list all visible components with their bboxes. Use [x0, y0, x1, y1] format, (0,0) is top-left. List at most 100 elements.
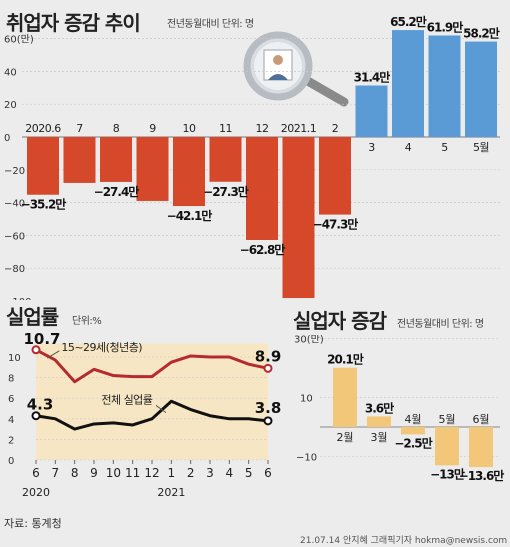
- data-label: −13.6만: [459, 468, 505, 483]
- x-tick-label: 2: [332, 122, 339, 135]
- bar: [435, 427, 459, 466]
- x-tick-label: 9: [149, 122, 156, 135]
- y-tick-label: −40: [4, 199, 25, 210]
- data-label: −13만: [430, 466, 465, 481]
- x-tick-label: 3: [368, 141, 375, 154]
- x-tick-label: 5월: [438, 413, 455, 426]
- year-label: 2021: [157, 486, 185, 499]
- x-tick-label: 3: [206, 466, 214, 480]
- x-tick-label: 3월: [370, 431, 387, 444]
- y-tick-label: 60(만): [4, 34, 34, 46]
- bar: [428, 35, 461, 137]
- data-label: 3.6만: [365, 400, 394, 415]
- series-point: [263, 416, 273, 426]
- bar: [355, 85, 388, 137]
- x-tick-label: 2월: [336, 431, 353, 444]
- data-label: 31.4만: [354, 70, 391, 85]
- bar: [333, 367, 357, 427]
- y-tick-label: 40: [4, 67, 17, 78]
- y-tick-label: 10: [8, 353, 21, 364]
- y-tick-label: −20: [4, 166, 25, 177]
- bar: [173, 137, 205, 207]
- bar: [469, 427, 493, 468]
- x-tick-label: 5: [245, 466, 253, 480]
- y-tick-label: −100: [4, 297, 31, 300]
- y-tick-label: 10: [300, 394, 313, 405]
- data-label: −47.3만: [313, 217, 359, 232]
- bar: [246, 137, 278, 240]
- y-tick-label: 6: [8, 394, 14, 405]
- data-label: −2.5만: [394, 435, 432, 450]
- bar: [282, 137, 315, 299]
- unemployment-rate-unit: 단위:%: [72, 316, 102, 327]
- bar: [27, 137, 59, 195]
- data-label: −27.4만: [94, 184, 140, 199]
- top-chart-unit: 전년동월대비 단위: 명: [167, 19, 254, 30]
- series-line: [35, 399, 269, 431]
- bar: [392, 30, 424, 138]
- unemployment-rate-title: 실업률: [6, 305, 59, 329]
- bar: [465, 41, 497, 137]
- unemployed-unit: 전년동월대비 단위: 명: [397, 319, 484, 330]
- x-tick-label: 6: [32, 466, 40, 480]
- x-tick-label: 10: [183, 122, 196, 135]
- y-tick-label: 0: [4, 133, 10, 144]
- year-label: 2020: [22, 486, 50, 499]
- x-tick-label: 11: [125, 466, 140, 480]
- x-tick-label: 5: [441, 141, 448, 154]
- x-tick-label: 6: [264, 466, 272, 480]
- series-point: [31, 345, 41, 355]
- callout-line: [155, 405, 167, 414]
- x-tick-label: 11: [219, 122, 232, 135]
- data-label: −35.2만: [21, 197, 67, 212]
- callout-line: [47, 350, 60, 359]
- data-label: −27.3만: [203, 184, 249, 199]
- data-label: −62.8만: [240, 242, 286, 257]
- y-tick-label: 4: [8, 415, 14, 426]
- bar: [367, 416, 391, 427]
- y-tick-label: −80: [4, 264, 25, 275]
- data-label: 8.9: [255, 347, 282, 365]
- x-tick-label: 10: [106, 466, 121, 480]
- employment-chart: 60(만) 40 20 0 −20 −40 −60 −80 −100 2020.6 −35.2만 7 8…: [4, 14, 501, 300]
- y-tick-label: −10: [296, 453, 317, 464]
- y-tick-label: 2: [8, 435, 14, 446]
- data-label: 4.3: [27, 396, 54, 414]
- data-label: 20.1만: [327, 352, 364, 367]
- x-tick-label: 2: [187, 466, 195, 480]
- x-tick-label: 5월: [473, 141, 489, 154]
- bar: [63, 137, 96, 183]
- data-label: 61.9만: [427, 19, 464, 34]
- y-tick-label: 20: [4, 100, 17, 111]
- bar: [100, 137, 132, 182]
- x-tick-label: 6월: [472, 413, 489, 426]
- x-tick-label: 2020.6: [25, 122, 61, 135]
- x-tick-label: 4월: [404, 413, 421, 426]
- x-tick-label: 8: [113, 122, 120, 135]
- bar: [209, 137, 242, 182]
- source-label: 자료: 통계청: [4, 517, 62, 530]
- x-tick-label: 7: [76, 122, 83, 135]
- x-tick-label: 4: [405, 141, 412, 154]
- data-label: 10.7: [23, 330, 60, 348]
- x-tick-label: 12: [144, 466, 159, 480]
- y-tick-label: 8: [8, 374, 14, 385]
- top-chart-title: 취업자 증감 추이: [6, 11, 141, 35]
- y-tick-label: 0: [8, 456, 14, 467]
- x-tick-label: 9: [90, 466, 98, 480]
- y-tick-label: 30(만): [294, 335, 324, 346]
- data-label: 58.2만: [463, 26, 500, 41]
- unemployed-title: 실업자 증감: [293, 309, 387, 333]
- plot-area: [36, 343, 268, 460]
- x-tick-label: 4: [226, 466, 234, 480]
- x-tick-label: 12: [256, 122, 269, 135]
- data-label: 3.8: [255, 399, 282, 417]
- bar: [401, 427, 425, 435]
- credit-label: 21.07.14 안지혜 그래픽기자 hokma@newsis.com: [300, 536, 508, 546]
- magnifier-icon: [243, 31, 349, 107]
- series-line: [35, 348, 269, 384]
- x-tick-label: 7: [52, 466, 60, 480]
- x-tick-label: 1: [168, 466, 176, 480]
- data-label: −42.1만: [167, 208, 213, 223]
